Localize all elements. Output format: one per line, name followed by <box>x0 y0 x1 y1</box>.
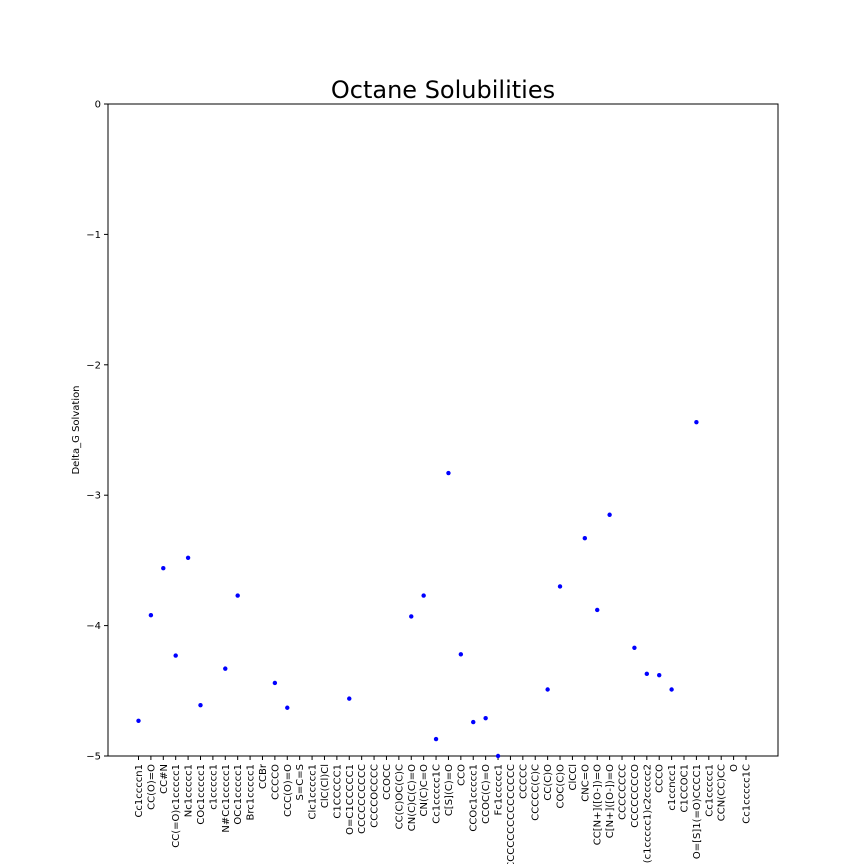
data-point <box>471 719 476 725</box>
plot-area <box>107 103 779 757</box>
data-point <box>235 593 240 598</box>
data-point <box>595 607 600 613</box>
y-tick-label: −3 <box>86 491 101 502</box>
x-tick-label: CCN(CC)CC <box>717 764 728 821</box>
x-tick-label: CCBr <box>258 763 269 789</box>
x-tick-label: CNC=O <box>580 764 591 802</box>
x-tick-label: O=[S]1(=O)CCCC1 <box>692 764 703 859</box>
x-tick-label: CCCCCCCCCC <box>357 764 368 834</box>
x-tick-label: CCCCCCCCO <box>630 764 641 828</box>
x-tick-label: CN(C)C=O <box>419 764 430 817</box>
data-point <box>148 612 154 618</box>
data-point <box>545 687 550 692</box>
x-tick-label: CCCCOCCCC <box>370 764 381 828</box>
x-tick-label: Cc1ccccc1 <box>704 764 715 817</box>
data-point <box>644 671 650 677</box>
data-point <box>582 536 588 541</box>
y-tick-label: −4 <box>86 621 101 632</box>
x-tick-label: ClC(Cl)Cl <box>320 764 331 808</box>
x-tick-label: Cc1ccccc1C <box>432 764 443 824</box>
x-tick-label: CCC(O)=O <box>283 764 294 817</box>
x-tick-label: CCCCC <box>518 764 529 799</box>
x-axis: Cc1ccccn1 CC(O)=O CC#N CC(=O)c1ccccc1 Nc1ccc… <box>134 756 753 864</box>
x-tick-label: CC(=O)c1ccccc1 <box>171 764 182 848</box>
data-point <box>173 653 178 658</box>
x-tick-label: CC(O)=O <box>146 764 157 810</box>
x-tick-label: O <box>729 764 740 772</box>
data-point <box>161 566 166 571</box>
chart-title: Octane Solubilities <box>331 76 555 104</box>
y-tick-label: −5 <box>86 752 101 763</box>
data-point <box>272 680 278 686</box>
x-tick-label: CCCCCCCC <box>618 764 629 820</box>
x-tick-label: COC(C)O <box>556 764 567 809</box>
x-tick-label: S=C=S <box>295 764 306 800</box>
x-tick-label: CCCO <box>655 764 666 793</box>
data-point <box>632 645 637 650</box>
data-point <box>557 584 563 589</box>
data-point <box>446 470 451 476</box>
y-tick-label: 0 <box>95 100 101 111</box>
x-tick-label: CC(C)OC(C)C <box>394 764 405 829</box>
x-tick-label: CCCCCCCCCCCCCCCC <box>506 764 517 864</box>
x-tick-label: Cc1ccccn1 <box>134 764 145 818</box>
data-point <box>483 715 488 721</box>
data-point <box>285 705 290 710</box>
data-point <box>185 555 191 560</box>
data-point <box>198 702 203 708</box>
data-point <box>458 652 464 657</box>
x-tick-label: C[S](C)=O <box>444 764 455 816</box>
x-tick-label: ClCCl <box>568 764 579 791</box>
x-tick-label: CCOc1ccccc1 <box>469 764 480 832</box>
x-tick-label: Nc1ccccc1 <box>184 764 195 817</box>
data-point <box>669 687 674 692</box>
x-tick-label: Fc1ccccc1 <box>494 764 505 815</box>
data-point <box>495 753 501 759</box>
x-tick-label: c1ccccc1 <box>208 764 219 810</box>
x-tick-label: C[N+]([O-])=O <box>605 764 616 838</box>
x-tick-label: CN(C)C(C)=O <box>407 764 418 831</box>
data-point <box>421 593 426 598</box>
x-tick-label: Brc1ccccc1 <box>246 764 257 820</box>
x-tick-label: CCOC(C)=O <box>481 764 492 824</box>
x-tick-label: OCc1ccccc1 <box>233 764 244 825</box>
data-point <box>223 666 228 671</box>
x-tick-label: c1ccncc1 <box>667 764 678 811</box>
data-point <box>433 736 439 742</box>
x-tick-label: CC(C)O <box>543 764 554 801</box>
x-tick-label: CC#N <box>159 764 170 794</box>
data-points <box>136 419 699 759</box>
x-tick-label: CC[N+]([O-])=O <box>593 764 604 845</box>
x-tick-label: CCCCC(C)C <box>531 764 542 821</box>
x-tick-label: O=C1CCCCC1 <box>345 764 356 835</box>
data-point <box>694 419 699 425</box>
y-tick-label: −1 <box>86 230 101 241</box>
x-tick-label: CCO <box>456 764 467 786</box>
x-tick-label: C1CCOC1 <box>680 764 691 813</box>
data-point <box>347 696 352 701</box>
data-point <box>607 512 612 517</box>
x-tick-label: Cc1ccccc1C <box>742 764 753 824</box>
x-tick-label: Clc1ccccc1 <box>308 764 319 819</box>
x-tick-label: C1CCCCC1 <box>332 764 343 819</box>
x-tick-label: CCOCC <box>382 764 393 800</box>
y-axis: 0 −1 −2 −3 −4 −5 <box>86 100 108 763</box>
data-point <box>409 614 414 619</box>
x-tick-label: CCCCO <box>270 764 281 800</box>
data-point <box>657 672 662 678</box>
y-tick-label: −2 <box>86 360 101 371</box>
x-tick-label: (c1ccccc1)c2ccccc2 <box>642 764 653 863</box>
y-axis-label: Delta_G Solvation <box>71 385 82 474</box>
x-tick-label: N#Cc1ccccc1 <box>221 764 232 833</box>
data-point <box>136 718 141 723</box>
x-tick-label: COc1ccccc1 <box>196 764 207 825</box>
